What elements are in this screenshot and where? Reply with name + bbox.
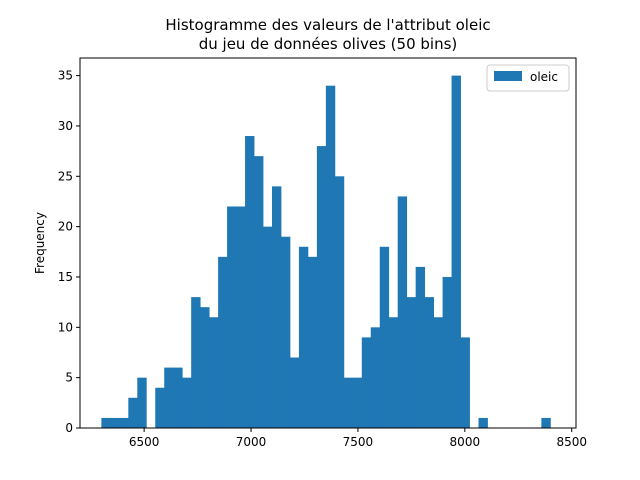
x-tick-label: 7000 [236, 435, 267, 449]
x-axis-ticks: 6500 7000 7500 8000 8500 [129, 428, 587, 449]
histogram-bar [451, 75, 461, 429]
histogram-bar [325, 85, 336, 428]
histogram-bar [182, 377, 192, 428]
histogram-bar [245, 136, 255, 428]
histogram-bar [191, 297, 201, 428]
histogram-bar [155, 387, 165, 428]
histogram-bar [137, 377, 147, 428]
y-axis-label: Frequency [33, 212, 47, 274]
histogram-bar [271, 186, 282, 428]
histogram-bar [343, 377, 354, 428]
histogram-bar [541, 417, 551, 428]
histogram-bar [424, 297, 435, 428]
histogram-bar [164, 367, 174, 428]
y-tick-label: 5 [65, 371, 73, 385]
x-tick-label: 6500 [129, 435, 160, 449]
histogram-bar [433, 317, 443, 428]
histogram-bar [379, 246, 390, 428]
histogram-bar [478, 417, 488, 428]
histogram-bar [218, 256, 228, 428]
x-tick-label: 8000 [450, 435, 481, 449]
legend-label-oleic: oleic [530, 70, 558, 84]
histogram-bar [101, 417, 111, 428]
histogram-bar [460, 337, 470, 428]
histogram-bar [128, 397, 138, 428]
histogram-bar [289, 357, 300, 428]
histogram-bar [200, 307, 210, 428]
histogram-bar [173, 367, 183, 428]
y-axis-ticks: 0 5 10 15 20 25 30 35 [58, 69, 80, 435]
y-tick-label: 10 [58, 320, 73, 334]
histogram-bar [334, 176, 345, 428]
legend-swatch [494, 71, 522, 81]
plot-frame [79, 57, 577, 429]
histogram-bar [406, 297, 417, 428]
histogram-bar [307, 256, 318, 428]
histogram-bar [298, 246, 309, 428]
histogram-bar [316, 146, 327, 428]
histogram-bar [370, 327, 381, 428]
histogram-bar [236, 206, 246, 428]
y-tick-label: 35 [58, 69, 73, 83]
histogram-bar [254, 156, 264, 428]
chart-title-line2: du jeu de données olives (50 bins) [199, 35, 458, 53]
x-tick-label: 7500 [343, 435, 374, 449]
histogram-bar [263, 226, 273, 428]
x-tick-label: 8500 [556, 435, 587, 449]
histogram-bars [101, 75, 551, 429]
y-tick-label: 25 [58, 169, 73, 183]
histogram-bar [397, 196, 408, 428]
histogram-bar [280, 236, 291, 428]
y-tick-label: 30 [58, 119, 73, 133]
histogram-bar [209, 317, 219, 428]
chart-title-line1: Histogramme des valeurs de l'attribut ol… [165, 16, 490, 34]
y-tick-label: 0 [65, 421, 73, 435]
histogram-bar [110, 417, 120, 428]
histogram-bar [119, 417, 129, 428]
histogram-bar [227, 206, 237, 428]
histogram-bar [388, 317, 399, 428]
histogram-bar [442, 276, 452, 428]
histogram-bar [415, 266, 426, 428]
legend: oleic [486, 64, 570, 92]
histogram-bar [352, 377, 363, 428]
y-tick-label: 20 [58, 220, 73, 234]
y-tick-label: 15 [58, 270, 73, 284]
histogram-bar [361, 337, 372, 428]
